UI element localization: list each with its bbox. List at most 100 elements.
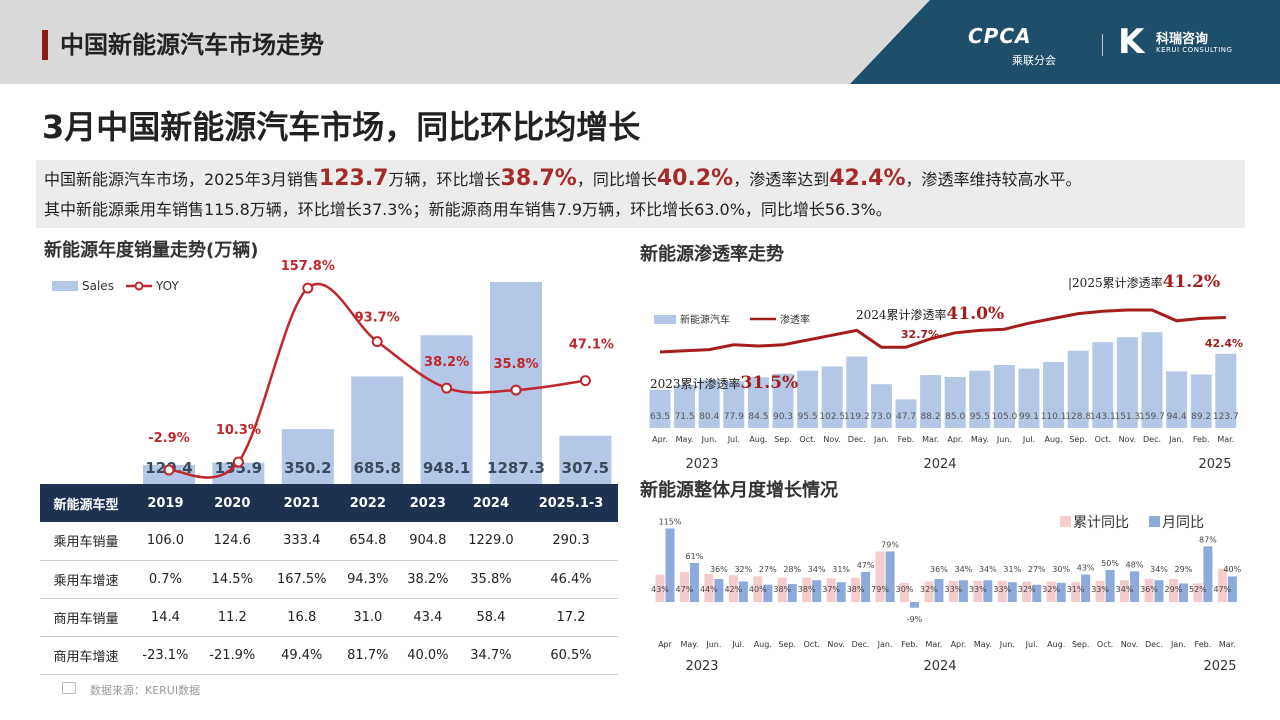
sales-bar: [281, 429, 334, 484]
monthly-bar: [1056, 582, 1066, 602]
table-cell: -23.1%: [132, 636, 199, 675]
kerui-logo-subtext: KERUI CONSULTING: [1156, 46, 1233, 54]
monthly-bar: [1007, 582, 1017, 602]
sales-bar: [212, 462, 265, 484]
volume-bar-label: 143.1: [1090, 412, 1116, 422]
sales-bar-label: 948.1: [423, 459, 470, 477]
volume-bar-label: 84.5: [748, 412, 768, 422]
cumulative-bar: [679, 571, 689, 602]
monthly-label: 61%: [686, 552, 704, 561]
monthly-label: 36%: [930, 565, 948, 574]
monthly-label: 47%: [857, 561, 875, 570]
volume-bar-label: 73.0: [871, 412, 891, 422]
monthly-bar: [958, 580, 968, 602]
cumulative-bar: [1193, 583, 1203, 602]
sales-bar: [420, 335, 473, 484]
month-tick-label: Aug.: [754, 640, 772, 649]
yoy-point: [441, 382, 453, 394]
volume-bar: [920, 375, 942, 428]
yoy-point: [232, 456, 244, 468]
monthly-label: 79%: [881, 540, 899, 549]
table-cell: 124.6: [198, 522, 266, 561]
logo-separator: [1102, 34, 1103, 56]
annotation-2024: 2024累计渗透率41.0%: [856, 304, 1004, 324]
monthly-bar: [787, 584, 797, 602]
legend-swatch-sales: [52, 281, 78, 291]
cumulative-bar: [753, 576, 763, 602]
volume-bar-label: 80.4: [699, 412, 719, 422]
volume-bar-label: 94.4: [1167, 412, 1187, 422]
table-cell: 0.7%: [132, 560, 199, 599]
year-label: 2025: [1203, 659, 1236, 674]
summary-text: 中国新能源汽车市场，2025年3月销售: [44, 170, 319, 189]
table-row: 商用车销量 14.4 11.2 16.8 31.0 43.4 58.4 17.2: [40, 598, 618, 637]
monthly-label: 50%: [1101, 559, 1119, 568]
month-tick-label: Aug.: [749, 435, 767, 444]
table-cell: 654.8: [337, 522, 398, 561]
monthly-label: 43%: [1077, 563, 1095, 572]
month-tick-label: Feb.: [1193, 435, 1210, 444]
month-tick-label: Aug.: [1047, 640, 1065, 649]
month-tick-label: Feb.: [898, 435, 915, 444]
table-cell: 16.8: [265, 598, 338, 637]
volume-bar-label: 90.3: [773, 412, 793, 422]
cumulative-bar: [704, 573, 714, 602]
volume-bar: [1018, 368, 1040, 428]
cumulative-bar: [1071, 582, 1081, 602]
yoy-label: 35.8%: [493, 357, 538, 372]
header-brand-band: [850, 0, 1280, 84]
table-cell: 乘用车增速: [40, 560, 132, 599]
legend-swatch-monthly: [1149, 516, 1160, 527]
cumulative-label: 38%: [847, 585, 865, 594]
month-tick-label: Jul.: [731, 640, 744, 649]
table-cell: 43.4: [397, 598, 458, 637]
cumulative-bar: [1217, 568, 1227, 602]
month-tick-label: Jul.: [727, 435, 740, 444]
annotation-2025: |2025累计渗透率41.2%: [1068, 272, 1220, 292]
cumulative-bar: [1095, 580, 1105, 602]
annual-chart-title: 新能源年度销量走势(万辆): [44, 240, 259, 261]
page-title: 3月中国新能源汽车市场，同比环比均增长: [42, 108, 641, 146]
legend-marker-yoy: [134, 281, 144, 291]
summary-highlight-sales: 123.7: [318, 166, 389, 191]
legend-label-monthly: 月同比: [1162, 515, 1204, 531]
monthly-label: 34%: [808, 565, 826, 574]
summary-text: ，渗透率达到: [733, 170, 830, 189]
summary-line-2: 其中新能源乘用车销售115.8万辆，环比增长37.3%；新能源商用车销售7.9万…: [44, 200, 892, 219]
month-tick-label: Apr: [658, 640, 673, 649]
sales-bar-label: 1287.3: [487, 459, 545, 477]
cumulative-bar: [875, 551, 885, 602]
kerui-logo-text: 科瑞咨询: [1156, 32, 1209, 47]
month-tick-label: Sep.: [778, 640, 796, 649]
table-header-cell: 2023: [397, 484, 458, 522]
table-cell: 49.4%: [265, 636, 338, 675]
summary-line-1: 中国新能源汽车市场，2025年3月销售123.7万辆，环比增长38.7%，同比增…: [44, 164, 1237, 195]
volume-bar: [1215, 353, 1237, 428]
table-cell: 81.7%: [337, 636, 398, 675]
month-tick-label: Jun.: [999, 640, 1015, 649]
table-header-cell: 2021: [265, 484, 338, 522]
cumulative-label: 36%: [1140, 585, 1158, 594]
table-cell: 94.3%: [337, 560, 398, 599]
cumulative-bar: [655, 574, 665, 602]
yoy-label: -2.9%: [148, 431, 189, 446]
monthly-label: 27%: [759, 565, 777, 574]
cumulative-bar: [777, 577, 787, 602]
cumulative-label: 43%: [651, 585, 669, 594]
monthly-bar: [665, 528, 675, 602]
month-tick-label: Oct.: [1095, 435, 1111, 444]
yoy-point: [371, 336, 383, 348]
year-label: 2025: [1198, 457, 1231, 472]
cumulative-label: 32%: [1018, 585, 1036, 594]
cumulative-label: 42%: [724, 585, 742, 594]
annual-data-table: 新能源车型 2019 2020 2021 2022 2023 2024 2025…: [40, 484, 618, 675]
cumulative-label: 29%: [1165, 585, 1183, 594]
volume-bar: [846, 356, 868, 428]
table-header-cell: 新能源车型: [40, 484, 132, 522]
summary-box: 中国新能源汽车市场，2025年3月销售123.7万辆，环比增长38.7%，同比增…: [36, 160, 1245, 228]
volume-bar: [1092, 342, 1114, 428]
table-cell: 167.5%: [265, 560, 338, 599]
table-header-cell: 2020: [198, 484, 266, 522]
cumulative-bar: [851, 577, 861, 602]
